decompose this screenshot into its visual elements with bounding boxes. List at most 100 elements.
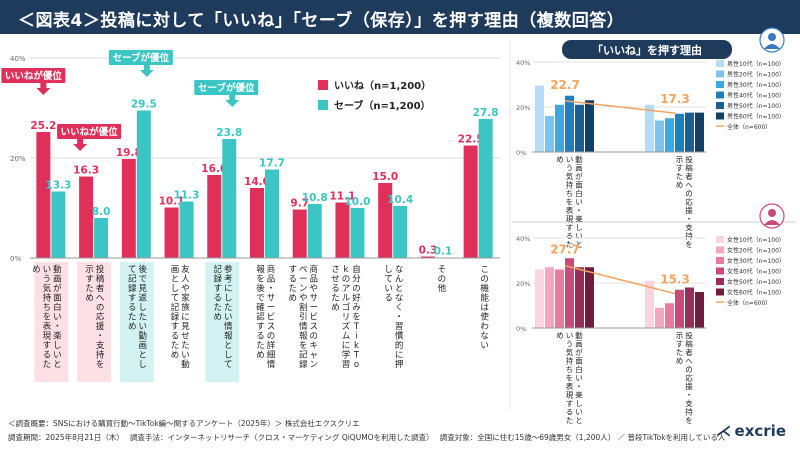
y-tick-label: 40% (516, 235, 530, 243)
svg-text:稿: 稿 (685, 339, 693, 349)
bar-like (335, 202, 350, 258)
svg-text:動: 動 (53, 264, 62, 275)
legend-label: 男性20代（n=100） (727, 71, 785, 79)
footer-survey-details: 調査期間：2025年8月21日（木） 調査手法：インターネットリサーチ（クロス・… (8, 433, 726, 442)
svg-text:的: 的 (395, 340, 404, 351)
svg-text:す: す (256, 322, 265, 332)
svg-text:す: す (288, 265, 297, 275)
bar-age-group (685, 112, 694, 152)
data-label-like: 14.0 (244, 176, 270, 188)
svg-text:好: 好 (352, 293, 361, 304)
svg-text:報: 報 (256, 265, 265, 275)
svg-text:い: い (53, 313, 62, 323)
svg-text:う: う (566, 164, 574, 173)
svg-text:持: 持 (685, 407, 693, 417)
y-tick-label: 20% (516, 280, 530, 288)
svg-text:な: な (395, 294, 404, 304)
bar-like (79, 176, 94, 258)
svg-text:見: 見 (181, 322, 190, 332)
svg-text:め: め (676, 181, 684, 190)
legend-label: 男性50代（n=100） (727, 102, 785, 110)
svg-text:画: 画 (139, 341, 148, 351)
svg-text:表: 表 (43, 321, 52, 332)
highlight-panel-save (205, 262, 240, 382)
svg-text:持: 持 (566, 180, 574, 190)
svg-text:を: を (566, 198, 574, 207)
callout-label: セーブが優位 (113, 52, 170, 64)
svg-text:て: て (384, 275, 393, 285)
svg-text:記: 記 (214, 264, 223, 275)
svg-text:ゴ: ゴ (342, 302, 351, 313)
legend-label: 女性40代（n=100） (727, 268, 785, 276)
svg-text:る: る (43, 351, 52, 361)
svg-text:く: く (395, 303, 404, 313)
svg-text:楽: 楽 (575, 390, 583, 400)
svg-text:に: に (181, 313, 190, 323)
callout-like (1, 68, 66, 83)
legend-swatch (716, 81, 724, 88)
svg-text:使: 使 (480, 312, 489, 323)
svg-text:リ: リ (342, 313, 351, 323)
bar-save (307, 204, 322, 258)
y-tick-label: 0% (10, 255, 21, 263)
page-title: ＜図表4＞投稿に対して「いいね」「セーブ（保存）」を押す理由（複数回答） (18, 11, 625, 31)
svg-text:た: た (85, 284, 94, 294)
svg-text:や: や (309, 284, 318, 294)
svg-text:人: 人 (181, 275, 190, 285)
svg-text:る: る (256, 332, 265, 342)
svg-text:で: で (256, 294, 265, 304)
svg-text:ビ: ビ (309, 313, 318, 323)
excrie-logo: ⋌ excrie (716, 421, 786, 440)
svg-text:う: う (43, 275, 52, 285)
svg-text:ち: ち (566, 365, 574, 374)
svg-text:ち: ち (43, 303, 52, 313)
svg-text:k: k (354, 341, 359, 351)
svg-text:い: い (575, 198, 583, 207)
svg-text:白: 白 (575, 188, 583, 198)
bar-like (420, 256, 435, 258)
bar-age-group (695, 292, 704, 328)
bar-age-group (565, 258, 574, 328)
callout-save (108, 50, 173, 65)
svg-text:の: の (96, 303, 105, 313)
svg-text:す: す (566, 399, 574, 408)
svg-text:稿: 稿 (96, 274, 105, 285)
legend-swatch-save (318, 100, 328, 110)
svg-text:録: 録 (171, 312, 180, 323)
callout-save (194, 80, 259, 95)
data-label-save: 27.8 (473, 107, 499, 119)
svg-text:ス: ス (267, 322, 276, 332)
svg-text:表: 表 (566, 205, 574, 215)
callout-arrow (139, 65, 154, 77)
svg-text:引: 引 (299, 313, 308, 323)
svg-text:能: 能 (480, 293, 489, 304)
bar-age-group (655, 120, 664, 152)
svg-text:の: の (685, 189, 693, 198)
male-user-icon-body (764, 44, 780, 49)
svg-text:i: i (355, 332, 357, 342)
svg-text:め: め (676, 357, 684, 366)
svg-text:を: を (352, 313, 361, 323)
svg-text:へ: へ (685, 181, 693, 190)
svg-text:動: 動 (575, 331, 583, 340)
bar-like (36, 132, 51, 258)
data-label-like: 9.7 (290, 198, 309, 210)
svg-text:の: の (309, 332, 318, 342)
callout-arrow (36, 83, 51, 95)
svg-text:わ: わ (480, 322, 489, 332)
svg-text:援: 援 (96, 321, 105, 332)
svg-text:め: め (171, 351, 180, 361)
svg-text:援: 援 (685, 205, 693, 215)
bar-age-group (545, 116, 554, 152)
bar-save (94, 218, 109, 258)
svg-text:す: す (128, 294, 137, 304)
svg-text:友: 友 (181, 264, 190, 275)
bar-like (164, 207, 179, 258)
svg-text:す: す (214, 284, 223, 294)
svg-text:は: は (480, 303, 489, 313)
svg-text:投: 投 (96, 264, 105, 275)
